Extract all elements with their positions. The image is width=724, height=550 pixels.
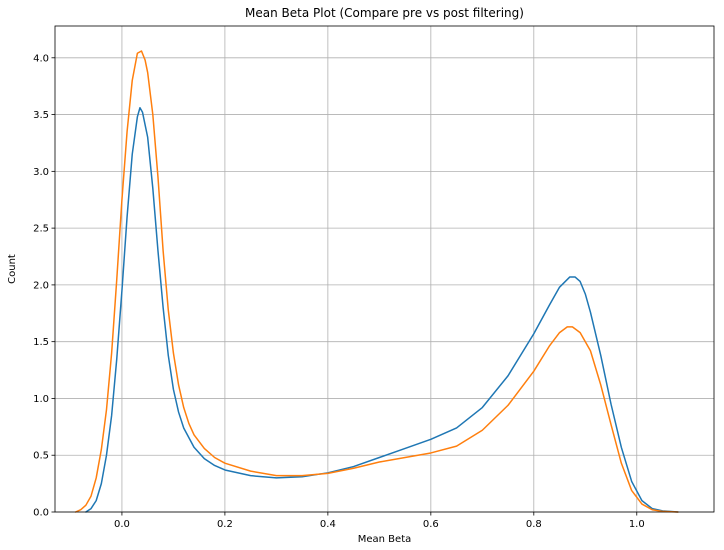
y-tick-label: 1.5 [33, 337, 49, 348]
x-tick-label: 0.6 [423, 519, 439, 530]
y-tick-label: 0.0 [33, 508, 49, 519]
plot-frame [54, 25, 715, 513]
y-tick-label: 0.5 [33, 451, 49, 462]
y-axis-ticks: 0.0 0.5 1.0 1.5 2.0 2.5 3.0 3.5 4.0 [33, 53, 55, 519]
axes-spines [54, 25, 715, 513]
x-tick-label: 0.8 [526, 519, 542, 530]
x-tick-label: 0.0 [114, 519, 130, 530]
x-tick-label: 0.4 [320, 519, 336, 530]
y-tick-label: 3.5 [33, 110, 49, 121]
y-tick-label: 2.0 [33, 280, 49, 291]
y-axis-label: Count [7, 254, 18, 284]
grid [55, 26, 714, 513]
y-tick-label: 4.0 [33, 53, 49, 64]
y-tick-label: 1.0 [33, 394, 49, 405]
series-group [74, 50, 679, 513]
y-tick-label: 2.5 [33, 224, 49, 235]
x-tick-label: 0.2 [217, 519, 233, 530]
x-axis-label: Mean Beta [358, 534, 412, 545]
series-line-2 [74, 50, 679, 513]
series-line-1 [85, 107, 679, 513]
x-axis-ticks: 0.0 0.2 0.4 0.6 0.8 1.0 [114, 512, 645, 530]
y-tick-label: 3.0 [33, 167, 49, 178]
chart-title: Mean Beta Plot (Compare pre vs post filt… [245, 6, 524, 20]
x-tick-label: 1.0 [629, 519, 645, 530]
